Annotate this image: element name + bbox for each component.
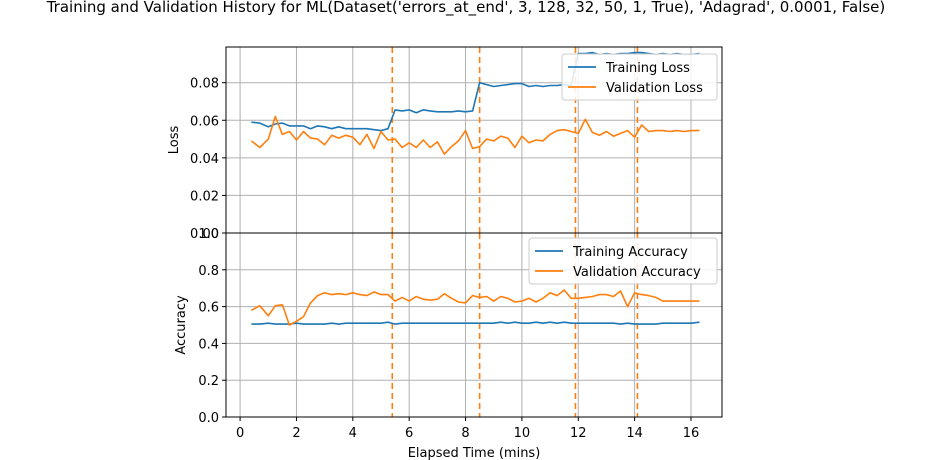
x-tick-label: 10	[514, 426, 531, 441]
legend-box	[561, 53, 718, 101]
legend-label: Validation Loss	[606, 81, 703, 96]
legend-label: Validation Accuracy	[573, 265, 701, 280]
loss-panel: 0.00 0.02 0.04 0.06 0.08 Loss Training Loss V…	[167, 46, 723, 242]
accuracy-axes-frame	[225, 232, 723, 418]
y-tick-label: 0.08	[190, 77, 219, 92]
accuracy-panel: 0.0 0.2 0.4 0.6 0.8 1.0 0 2 4 6 8 10 12 14 16 Accurac…	[174, 227, 723, 460]
legend-box	[528, 237, 718, 285]
accuracy-series	[251, 289, 700, 326]
series-line-validation-accuracy	[251, 289, 700, 326]
legend-label: Training Loss	[605, 61, 690, 76]
y-tick-label: 0.4	[198, 337, 219, 352]
accuracy-y-ticks: 0.0 0.2 0.4 0.6 0.8 1.0	[198, 227, 226, 426]
accuracy-legend: Training Accuracy Validation Accuracy	[528, 237, 718, 285]
legend-label: Training Accuracy	[572, 245, 688, 260]
y-tick-label: 0.06	[190, 114, 219, 129]
x-tick-label: 12	[570, 426, 587, 441]
x-tick-label: 16	[683, 426, 700, 441]
chart-title: Training and Validation History for ML(D…	[46, 0, 886, 17]
x-tick-label: 14	[626, 426, 643, 441]
x-tick-label: 0	[236, 426, 244, 441]
y-tick-label: 0.00	[190, 227, 219, 242]
x-ticks: 0 2 4 6 8 10 12 14 16	[236, 417, 699, 441]
y-tick-label: 0.8	[198, 264, 219, 279]
x-tick-label: 6	[405, 426, 413, 441]
y-tick-label: 0.02	[190, 189, 219, 204]
y-tick-label: 0.04	[190, 152, 219, 167]
y-tick-label: 0.2	[198, 374, 219, 389]
x-tick-label: 4	[349, 426, 357, 441]
loss-y-ticks: 0.00 0.02 0.04 0.06 0.08	[190, 77, 226, 242]
x-axis-label: Elapsed Time (mins)	[408, 446, 541, 460]
series-line-validation-loss	[250, 115, 700, 155]
loss-legend: Training Loss Validation Loss	[561, 53, 718, 101]
y-tick-label: 1.0	[198, 227, 219, 242]
y-tick-label: 0.6	[198, 301, 219, 316]
y-tick-label: 0.0	[198, 411, 219, 426]
loss-y-axis-label: Loss	[167, 126, 182, 155]
x-tick-label: 2	[292, 426, 300, 441]
x-tick-label: 8	[461, 426, 469, 441]
accuracy-y-axis-label: Accuracy	[174, 295, 189, 355]
series-line-training-accuracy	[251, 321, 700, 325]
